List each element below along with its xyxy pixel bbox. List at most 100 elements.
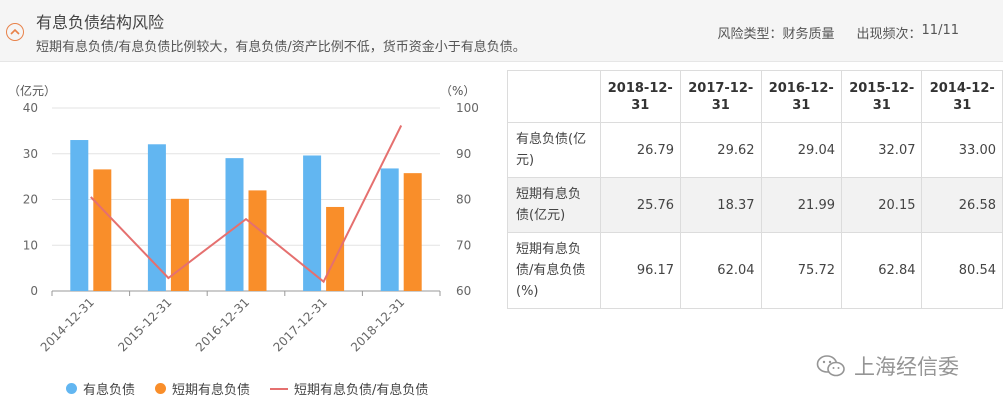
risk-header: 有息负债结构风险 短期有息负债/有息负债比例较大，有息负债/资产比例不低，货币资… [0, 0, 1003, 62]
legend-swatch-debt [66, 383, 77, 394]
risk-type-value: 财务质量 [782, 27, 835, 42]
year-header-text: 31 [872, 97, 891, 113]
legend-item-ratio[interactable]: 短期有息负债/有息负债 [270, 379, 428, 398]
row-label: 短期有息负债/有息负债 (%) [507, 232, 601, 309]
year-header-text: 2014-12- [929, 80, 995, 96]
legend-item-debt[interactable]: 有息负债 [66, 379, 135, 398]
chart-svg: （亿元） （%） 0 10 20 30 40 60 70 80 90 100 2014-12-31 201… [8, 83, 479, 354]
year-header-text: 2017-12- [688, 80, 754, 96]
table-cell: 33.00 [921, 122, 1003, 178]
year-header-text: 31 [953, 97, 972, 113]
x-tick-label: 2014-12-31 [38, 295, 97, 354]
y-right-tick-label: 80 [456, 193, 471, 207]
legend-label-short-debt: 短期有息负债 [172, 383, 251, 398]
table-cell: 21.99 [760, 177, 843, 233]
risk-meta: 风险类型： 财务质量 出现频次： 11/11 [717, 23, 959, 42]
table-cell: 75.72 [760, 232, 843, 309]
bar-debt [70, 140, 89, 291]
table-cell: 29.04 [760, 122, 843, 178]
table-cell: 32.07 [840, 122, 923, 178]
combo-chart: （亿元） （%） 0 10 20 30 40 60 70 80 90 100 2014-12-31 201… [0, 62, 500, 412]
risk-title: 有息负债结构风险 [36, 13, 165, 32]
watermark-text: 上海经信委 [854, 355, 959, 379]
watermark: 上海经信委 [816, 351, 959, 381]
year-header-text: 31 [711, 97, 730, 113]
legend-label-ratio: 短期有息负债/有息负债 [294, 383, 429, 398]
x-tick-label: 2016-12-31 [193, 295, 252, 354]
x-tick-label: 2018-12-31 [348, 295, 407, 354]
table-cell: 25.76 [599, 177, 682, 233]
bar-debt [380, 168, 399, 291]
data-table: 2018-12- 31 2017-12- 31 2016-12- 31 2015-12- 31… [507, 70, 1003, 309]
bar-short-debt [403, 173, 422, 291]
bar-debt [303, 155, 322, 291]
table-row: 短期有息负 债(亿元) 25.76 18.37 21.99 20.15 26.58 [507, 177, 1003, 233]
bar-short-debt [170, 198, 189, 291]
y-right-tick-label: 70 [456, 238, 471, 252]
x-tick-label: 2015-12-31 [115, 295, 174, 354]
data-table-container: 2018-12- 31 2017-12- 31 2016-12- 31 2015-12- 31… [507, 70, 1003, 309]
row-label-text: 元) [516, 153, 535, 168]
legend-label-debt: 有息负债 [83, 383, 136, 398]
frequency-value: 11/11 [921, 23, 959, 38]
year-header-text: 2018-12- [607, 80, 673, 96]
table-year-header: 2014-12- 31 [921, 70, 1003, 123]
table-cell: 80.54 [921, 232, 1003, 309]
bar-short-debt [326, 206, 345, 291]
row-label-text: 债/有息负债 [516, 263, 586, 278]
year-header-text: 31 [792, 97, 811, 113]
y-right-tick-label: 100 [456, 101, 479, 115]
year-header-text: 2016-12- [768, 80, 834, 96]
table-cell: 62.04 [680, 232, 762, 309]
table-cell: 18.37 [680, 177, 762, 233]
risk-type: 风险类型： 财务质量 [717, 23, 834, 42]
table-cell: 96.17 [599, 232, 682, 309]
table-cell: 26.58 [921, 177, 1003, 233]
table-cell: 62.84 [840, 232, 923, 309]
y-left-tick-label: 20 [23, 193, 38, 207]
wechat-icon [816, 355, 845, 377]
chart-legend: 有息负债 短期有息负债 短期有息负债/有息负债 [66, 379, 428, 398]
chevron-up-icon[interactable] [6, 23, 24, 41]
y-right-axis-title: （%） [440, 84, 475, 98]
table-year-header: 2018-12- 31 [599, 70, 682, 123]
y-left-tick-label: 10 [23, 238, 38, 252]
table-year-header: 2015-12- 31 [840, 70, 923, 123]
table-cell: 26.79 [599, 122, 682, 178]
legend-item-short-debt[interactable]: 短期有息负债 [155, 379, 250, 398]
y-left-tick-label: 40 [23, 101, 38, 115]
bar-debt [225, 158, 244, 291]
row-label-text: 短期有息负 [516, 187, 582, 202]
year-header-text: 31 [631, 97, 650, 113]
line-ratio [90, 125, 403, 284]
y-left-axis-title: （亿元） [8, 83, 56, 98]
bar-debt [147, 144, 166, 291]
frequency-label: 出现频次： [856, 27, 922, 42]
row-label-text: 短期有息负 [516, 242, 582, 257]
table-row: 短期有息负债/有息负债 (%) 96.17 62.04 75.72 62.84 80.54 [507, 232, 1003, 309]
row-label: 短期有息负债(亿元) [507, 177, 601, 233]
table-header-row: 2018-12- 31 2017-12- 31 2016-12- 31 2015-12- 31… [507, 70, 1003, 123]
row-label-text: (%) [516, 284, 539, 299]
row-label-text: 有息负债(亿 [516, 132, 587, 147]
legend-swatch-ratio [270, 387, 289, 390]
y-left-tick-label: 0 [30, 284, 38, 298]
row-label-text: 债(亿元) [516, 208, 566, 223]
table-cell: 20.15 [840, 177, 923, 233]
table-year-header: 2016-12- 31 [760, 70, 843, 123]
legend-swatch-short-debt [155, 383, 167, 394]
risk-description: 短期有息负债/有息负债比例较大，有息负债/资产比例不低，货币资金小于有息负债。 [36, 40, 526, 55]
table-row: 有息负债(亿 元) 26.79 29.62 29.04 32.07 33.00 [507, 122, 1003, 178]
bar-short-debt [248, 190, 267, 291]
bar-short-debt [93, 169, 112, 291]
table-year-header: 2017-12- 31 [680, 70, 762, 123]
table-cell: 29.62 [680, 122, 762, 178]
risk-type-label: 风险类型： [717, 27, 783, 42]
y-left-tick-label: 30 [23, 147, 38, 161]
year-header-text: 2015-12- [849, 80, 915, 96]
y-right-tick-label: 60 [456, 284, 471, 298]
row-label: 有息负债(亿 元) [507, 122, 601, 178]
frequency: 出现频次： 11/11 [857, 23, 959, 42]
x-tick-label: 2017-12-31 [271, 295, 330, 354]
table-corner-cell [507, 70, 601, 123]
